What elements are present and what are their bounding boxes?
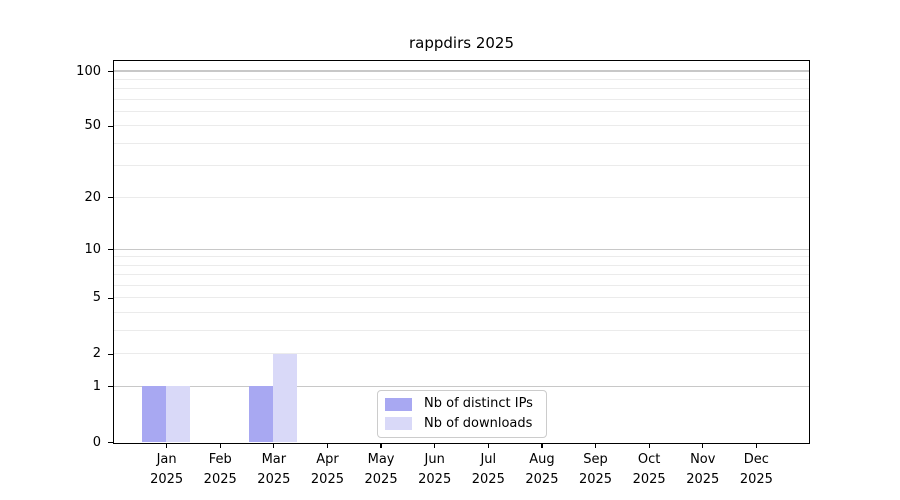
- x-tick-month: Mar: [261, 452, 287, 467]
- x-tick: [594, 444, 597, 448]
- x-tick-year: 2025: [203, 471, 237, 487]
- x-tick-year: 2025: [739, 471, 773, 487]
- x-tick: [326, 444, 329, 448]
- gridline-minor: [114, 264, 809, 266]
- bar-downloads: [166, 386, 191, 442]
- x-tick-month: May: [367, 452, 395, 467]
- x-tick-year: 2025: [310, 471, 344, 487]
- x-tick-month: Aug: [529, 452, 555, 467]
- gridline-minor: [114, 125, 809, 127]
- x-tick-label: Jun 2025: [418, 450, 451, 489]
- gridline-minor: [114, 353, 809, 355]
- x-tick: [380, 444, 382, 448]
- x-tick-year: 2025: [632, 471, 666, 487]
- x-tick-month: Jul: [480, 452, 497, 467]
- y-tick-label: 10: [84, 241, 101, 257]
- gridline-minor: [114, 297, 809, 299]
- y-tick-label: 20: [84, 189, 101, 205]
- x-tick: [487, 444, 489, 448]
- x-tick-month: Oct: [637, 452, 661, 467]
- gridline-minor: [114, 196, 809, 198]
- x-tick-label: Oct 2025: [633, 450, 666, 489]
- gridline-minor: [114, 78, 809, 80]
- x-tick: [165, 444, 168, 448]
- gridline-minor: [114, 142, 809, 144]
- legend-item-downloads: Nb of downloads: [385, 415, 539, 434]
- x-tick-month: Apr: [316, 452, 339, 467]
- legend: Nb of distinct IPs Nb of downloads: [377, 390, 547, 438]
- plot-area: [113, 60, 810, 444]
- x-tick-label: Mar 2025: [257, 450, 290, 489]
- y-tick: [108, 70, 113, 73]
- x-tick: [219, 444, 221, 448]
- gridline-minor: [114, 165, 809, 167]
- legend-swatch-downloads: [385, 417, 412, 431]
- x-tick-month: Jan: [156, 452, 177, 467]
- x-tick: [755, 444, 758, 448]
- gridline-minor: [114, 256, 809, 258]
- y-tick: [108, 353, 113, 355]
- x-tick-year: 2025: [525, 471, 559, 487]
- x-tick-label: Apr 2025: [311, 450, 344, 489]
- x-tick-label: Nov 2025: [686, 450, 719, 489]
- gridline-minor: [114, 312, 809, 314]
- x-tick-year: 2025: [150, 471, 184, 487]
- x-tick-label: Jul 2025: [472, 450, 505, 489]
- x-tick: [648, 444, 650, 448]
- gridline-minor: [114, 330, 809, 332]
- y-tick: [108, 386, 113, 388]
- gridline-major: [114, 70, 809, 72]
- x-tick-label: Dec 2025: [740, 450, 773, 489]
- x-tick-year: 2025: [418, 471, 452, 487]
- x-tick-year: 2025: [578, 471, 613, 487]
- x-tick-month: Sep: [583, 452, 608, 467]
- x-tick-year: 2025: [686, 471, 720, 487]
- x-tick-label: May 2025: [365, 450, 398, 489]
- y-tick-label: 100: [76, 63, 101, 79]
- gridline-major: [114, 248, 809, 250]
- y-tick: [108, 297, 113, 300]
- x-tick: [702, 444, 704, 448]
- y-tick-label: 1: [92, 378, 101, 394]
- y-tick: [108, 125, 113, 128]
- y-tick: [108, 197, 113, 199]
- x-tick-label: Sep 2025: [579, 450, 612, 489]
- x-tick: [434, 444, 436, 448]
- x-tick-year: 2025: [471, 471, 505, 487]
- y-tick: [108, 249, 113, 251]
- gridline-minor: [114, 98, 809, 100]
- x-tick-label: Feb 2025: [204, 450, 237, 489]
- gridline-major: [114, 385, 809, 387]
- x-tick: [541, 444, 543, 448]
- x-tick-label: Jan 2025: [150, 450, 183, 489]
- bar-distinct-ips: [249, 386, 274, 442]
- x-tick-label: Aug 2025: [525, 450, 558, 489]
- y-tick-label: 0: [92, 434, 101, 450]
- x-tick-month: Jun: [424, 452, 445, 467]
- y-tick-label: 2: [92, 346, 101, 362]
- x-tick-month: Dec: [743, 452, 769, 467]
- x-tick-month: Feb: [208, 452, 232, 467]
- legend-label-downloads: Nb of downloads: [424, 415, 533, 431]
- bar-distinct-ips: [142, 386, 167, 442]
- y-tick-label: 50: [84, 118, 101, 134]
- chart-title: rappdirs 2025: [408, 34, 514, 52]
- x-tick-month: Nov: [690, 452, 716, 467]
- legend-label-distinct-ips: Nb of distinct IPs: [424, 396, 533, 412]
- x-tick-year: 2025: [364, 471, 398, 487]
- y-tick: [108, 441, 113, 444]
- legend-item-distinct-ips: Nb of distinct IPs: [385, 395, 539, 414]
- gridline-minor: [114, 88, 809, 90]
- gridline-minor: [114, 285, 809, 287]
- y-tick-label: 5: [92, 290, 101, 306]
- gridline-minor: [114, 111, 809, 113]
- x-tick-year: 2025: [257, 471, 291, 487]
- gridline-minor: [114, 274, 809, 276]
- legend-swatch-distinct-ips: [385, 397, 412, 411]
- bar-downloads: [273, 353, 298, 442]
- x-tick: [273, 444, 275, 448]
